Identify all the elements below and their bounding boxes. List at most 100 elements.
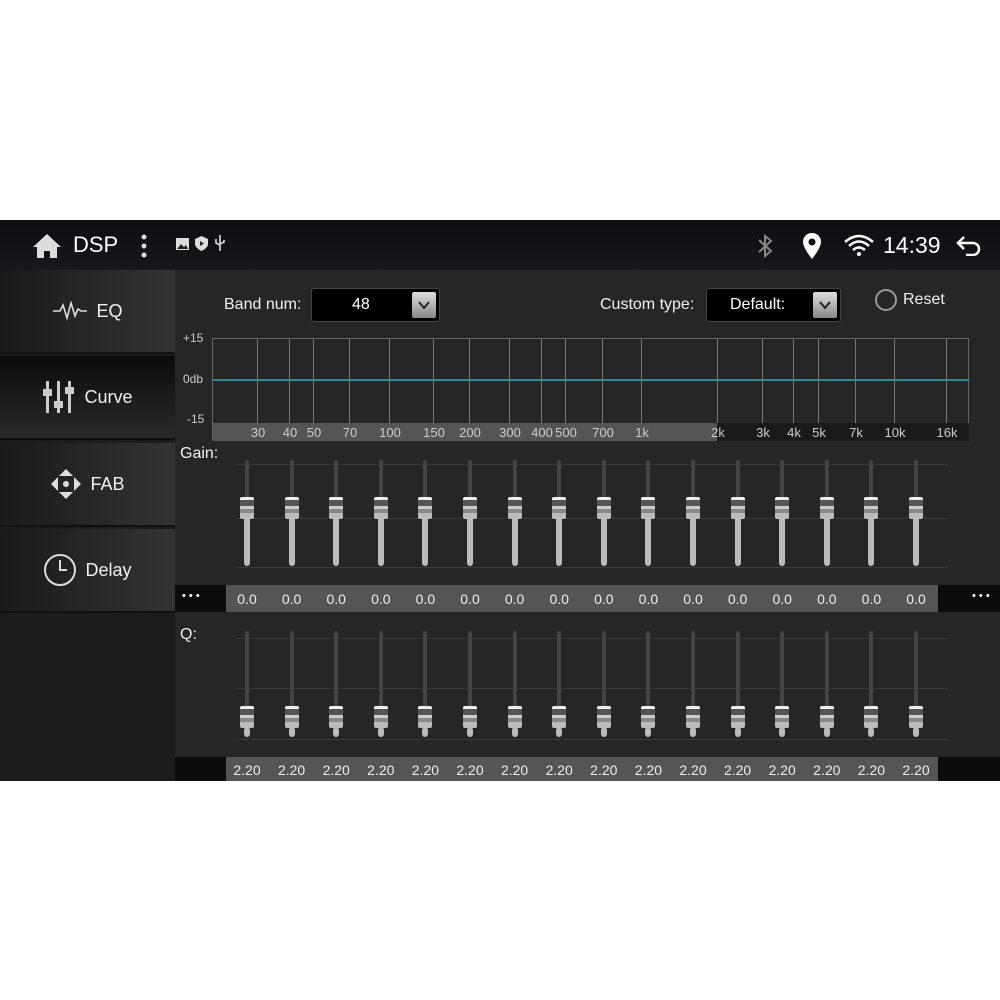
slider-track (334, 631, 339, 735)
gain-value: 0.0 (861, 591, 882, 607)
q-slider[interactable] (463, 631, 477, 741)
gain-slider[interactable] (418, 460, 433, 566)
eq-curve-graph[interactable]: 30 40 50 70 100 150 200 300 400 500 700 1k 2k 3k 4k 5k 7… (212, 338, 969, 441)
slider-thumb[interactable] (775, 497, 790, 519)
q-slider[interactable] (730, 631, 745, 741)
slider-thumb[interactable] (284, 497, 299, 519)
slider-thumb[interactable] (284, 706, 299, 728)
chevron-down-icon[interactable] (813, 292, 837, 318)
slider-fill (779, 727, 786, 737)
q-slider[interactable] (909, 631, 923, 741)
gain-slider[interactable] (641, 460, 656, 566)
sidebar-item-label: EQ (96, 300, 123, 321)
slider-thumb[interactable] (329, 706, 344, 728)
slider-track (914, 631, 918, 735)
slider-thumb[interactable] (909, 497, 923, 519)
slider-track (691, 631, 695, 735)
slider-thumb[interactable] (730, 497, 745, 519)
q-slider[interactable] (284, 631, 299, 741)
slider-thumb[interactable] (864, 706, 879, 728)
gain-slider[interactable] (596, 460, 611, 566)
slider-thumb[interactable] (552, 497, 567, 519)
slider-thumb[interactable] (463, 706, 477, 728)
gain-slider[interactable] (819, 460, 834, 566)
sidebar: EQ Curve FAB Delay (0, 270, 175, 781)
gain-slider[interactable] (864, 460, 879, 566)
y-tick: +15 (183, 331, 204, 345)
gain-slider[interactable] (373, 460, 388, 566)
x-tick-label: 10k (884, 425, 906, 440)
slider-thumb[interactable] (596, 497, 611, 519)
slider-thumb[interactable] (418, 706, 433, 728)
gain-slider[interactable] (329, 460, 344, 566)
gain-slider[interactable] (507, 460, 522, 566)
sidebar-item-label: Delay (85, 559, 132, 580)
slider-track (512, 631, 517, 735)
slider-fill (288, 508, 295, 566)
dsp-app: DSP 14:39 EQ Curve FAB Delay Band num: 4… (0, 220, 1000, 781)
q-slider[interactable] (641, 631, 656, 741)
back-icon[interactable] (956, 234, 982, 256)
slider-thumb[interactable] (641, 497, 656, 519)
q-slider[interactable] (373, 631, 388, 741)
slider-fill (377, 727, 384, 737)
q-slider[interactable] (775, 631, 790, 741)
more-right-button[interactable]: • • • (972, 590, 990, 602)
gain-slider[interactable] (775, 460, 790, 566)
slider-thumb[interactable] (463, 497, 477, 519)
gain-slider[interactable] (909, 460, 923, 566)
q-slider[interactable] (507, 631, 522, 741)
gain-slider[interactable] (463, 460, 477, 566)
sidebar-item-curve[interactable]: Curve (0, 356, 175, 440)
slider-thumb[interactable] (730, 706, 745, 728)
gain-slider[interactable] (284, 460, 299, 566)
q-slider[interactable] (819, 631, 834, 741)
q-slider[interactable] (418, 631, 433, 741)
slider-thumb[interactable] (775, 706, 790, 728)
gain-slider[interactable] (552, 460, 567, 566)
slider-thumb[interactable] (373, 706, 388, 728)
reset-radio[interactable]: Reset (875, 289, 945, 311)
more-vert-icon[interactable] (140, 233, 148, 259)
slider-thumb[interactable] (596, 706, 611, 728)
slider-thumb[interactable] (507, 497, 522, 519)
q-slider[interactable] (596, 631, 611, 741)
sidebar-item-delay[interactable]: Delay (0, 529, 175, 613)
gain-values-strip (226, 585, 938, 612)
slider-thumb[interactable] (552, 706, 567, 728)
slider-thumb[interactable] (686, 706, 700, 728)
slider-thumb[interactable] (864, 497, 879, 519)
slider-track (646, 631, 651, 735)
x-tick-label: 40 (282, 425, 298, 440)
bluetooth-icon[interactable] (755, 234, 775, 258)
slider-thumb[interactable] (240, 497, 254, 519)
gain-slider[interactable] (730, 460, 745, 566)
more-left-button[interactable]: • • • (182, 590, 200, 602)
q-slider[interactable] (552, 631, 567, 741)
q-slider[interactable] (864, 631, 879, 741)
slider-thumb[interactable] (819, 497, 834, 519)
slider-thumb[interactable] (641, 706, 656, 728)
slider-thumb[interactable] (418, 497, 433, 519)
q-slider[interactable] (240, 631, 254, 741)
home-icon[interactable] (31, 232, 63, 260)
slider-thumb[interactable] (507, 706, 522, 728)
slider-track (601, 631, 606, 735)
slider-thumb[interactable] (373, 497, 388, 519)
q-slider[interactable] (686, 631, 700, 741)
q-slider[interactable] (329, 631, 344, 741)
custom-type-dropdown[interactable]: Default: (706, 288, 841, 322)
slider-thumb[interactable] (819, 706, 834, 728)
band-num-dropdown[interactable]: 48 (311, 288, 440, 322)
slider-thumb[interactable] (686, 497, 700, 519)
chevron-down-icon[interactable] (412, 292, 436, 318)
grid-line (946, 339, 947, 423)
sidebar-item-fab[interactable]: FAB (0, 443, 175, 527)
gain-slider[interactable] (240, 460, 254, 566)
slider-thumb[interactable] (909, 706, 923, 728)
slider-thumb[interactable] (240, 706, 254, 728)
slider-thumb[interactable] (329, 497, 344, 519)
grid-line (565, 339, 566, 423)
gain-slider[interactable] (686, 460, 700, 566)
sidebar-item-eq[interactable]: EQ (0, 270, 175, 354)
